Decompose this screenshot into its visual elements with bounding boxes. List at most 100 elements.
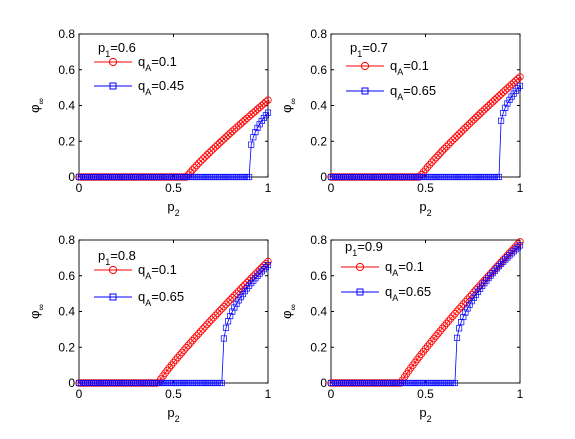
legend-marker [109,82,117,90]
data-point [248,141,255,148]
data-point [514,244,521,251]
y-tick-label: 0.2 [310,134,327,148]
data-point [213,141,222,149]
x-tick-label: 1 [265,181,272,195]
x-tick-label: 0 [328,181,335,195]
data-point [243,114,251,122]
data-point [245,112,253,121]
data-point [455,130,463,138]
data-point [415,353,423,361]
y-tick-label: 0 [68,376,75,390]
data-point [161,369,169,377]
data-point [493,265,500,272]
data-point [451,134,459,142]
data-point [434,329,442,338]
series-line [79,112,269,178]
data-point [476,109,484,118]
data-point [486,100,495,108]
y-tick-label: 0.2 [310,340,327,354]
data-point [222,300,230,309]
data-point [491,267,498,274]
data-point [495,263,503,270]
data-point [224,131,232,139]
data-point [254,272,261,279]
data-point [192,161,201,170]
data-point [227,313,234,320]
data-point [256,270,263,277]
data-point [190,164,199,172]
data-point [251,107,260,115]
data-point [211,143,220,151]
data-point [506,252,513,259]
data-point [428,337,436,345]
legend-marker [109,293,117,301]
data-point [224,298,232,306]
panel-annotation: p1=0.7 [350,40,388,59]
data-point [239,118,247,126]
y-tick-label: 0.6 [58,63,75,77]
data-point [228,127,236,136]
x-axis-label: p2 [419,405,431,424]
data-point [451,310,459,318]
data-point [508,250,515,257]
legend-marker [355,262,365,272]
data-point [500,258,507,265]
data-point [470,294,477,301]
data-point [249,109,257,117]
data-point [192,332,201,340]
data-point [419,347,428,356]
data-point [230,125,239,134]
data-point [222,324,230,331]
data-point [176,351,184,359]
data-point [436,149,444,157]
data-point [506,96,513,103]
data-point [507,80,516,89]
data-point [413,355,421,364]
legend-marker [360,61,370,71]
data-point [468,117,476,126]
data-point [209,145,218,153]
data-point [258,268,265,275]
data-point [182,344,190,352]
data-point [503,251,512,260]
data-point [213,309,222,317]
x-tick-label: 1 [517,181,524,195]
chart-panel: 0 0.5 1 0 0.2 0.4 0.6 0.8 p2 φ∞ p1=0.6qA=0.1 qA=0.4… [27,27,272,218]
data-point [495,173,503,181]
data-point [501,86,509,94]
data-point [186,168,194,177]
data-point [194,159,203,167]
data-point [211,311,220,320]
data-point [262,98,270,106]
y-axis-label: φ∞ [279,98,298,113]
data-point [456,325,463,332]
data-point [252,129,259,136]
data-point [449,312,457,320]
data-point [493,94,501,102]
data-point [499,88,507,96]
y-tick-label: 0 [68,170,75,184]
legend-label: qA=0.65 [390,83,436,102]
data-point [426,339,434,348]
data-point [188,336,197,345]
data-point [194,329,203,338]
data-point [444,140,453,149]
series-line [79,261,269,384]
data-point [463,121,472,130]
data-point [505,249,514,257]
data-point [428,158,436,166]
data-point [417,350,425,358]
data-point [455,305,463,313]
data-point [226,129,234,137]
x-tick-label: 0.5 [165,181,182,195]
x-tick-label: 1 [517,387,524,401]
data-point [203,151,211,159]
data-point [505,82,514,91]
data-point [186,339,194,347]
data-point [184,341,192,350]
data-point [197,327,205,335]
data-point [199,155,207,163]
data-point [516,242,524,249]
data-point [262,264,269,271]
data-point [234,121,243,130]
